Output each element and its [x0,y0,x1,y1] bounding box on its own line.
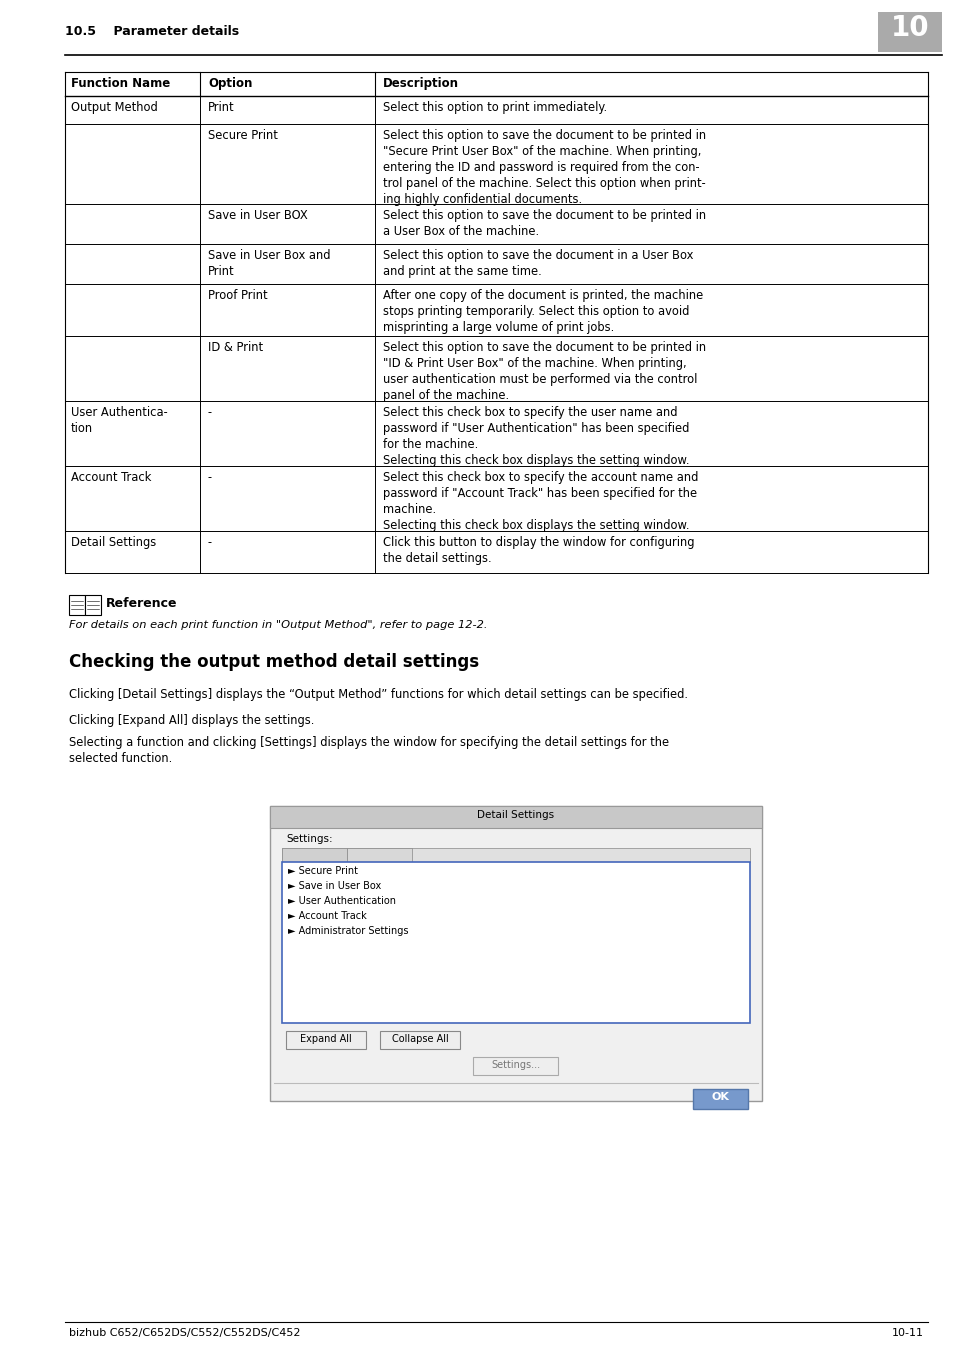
Text: Description: Description [382,77,458,90]
Text: ► User Authentication: ► User Authentication [288,896,395,906]
Text: Print: Print [208,101,234,113]
Bar [286,1031,366,1049]
Text: Clicking [Detail Settings] displays the “Output Method” functions for which deta: Clicking [Detail Settings] displays the … [69,688,687,701]
Text: 10.5    Parameter details: 10.5 Parameter details [65,26,239,38]
Text: 10-11: 10-11 [891,1328,923,1338]
Text: Output Method: Output Method [71,101,157,113]
Text: Collapse All: Collapse All [392,1034,448,1044]
Text: ► Administrator Settings: ► Administrator Settings [288,926,408,936]
Bar [877,12,941,53]
Bar [692,1089,747,1108]
Text: 10: 10 [890,14,928,42]
Text: OK: OK [711,1092,729,1102]
Text: After one copy of the document is printed, the machine
stops printing temporaril: After one copy of the document is printe… [382,289,702,333]
Text: Selecting a function and clicking [Settings] displays the window for specifying : Selecting a function and clicking [Setti… [69,736,668,765]
Text: ID & Print: ID & Print [208,342,263,354]
Text: Clicking [Expand All] displays the settings.: Clicking [Expand All] displays the setti… [69,714,314,728]
Text: Settings...: Settings... [491,1060,540,1071]
Text: Save in User Box and
Print: Save in User Box and Print [208,248,330,278]
Text: For details on each print function in "Output Method", refer to page 12-2.: For details on each print function in "O… [69,620,487,630]
Bar [85,595,101,616]
Text: Reference: Reference [106,597,177,610]
Text: Expand All: Expand All [300,1034,352,1044]
Text: Detail Settings: Detail Settings [476,810,554,819]
Text: Select this check box to specify the account name and
password if "Account Track: Select this check box to specify the acc… [382,471,698,532]
Text: Function Name: Function Name [71,77,170,90]
Text: Select this option to save the document to be printed in
a User Box of the machi: Select this option to save the document … [382,209,705,238]
Text: bizhub C652/C652DS/C552/C552DS/C452: bizhub C652/C652DS/C552/C552DS/C452 [69,1328,300,1338]
Text: ► Save in User Box: ► Save in User Box [288,882,381,891]
Text: Proof Print: Proof Print [208,289,268,302]
Text: -: - [208,536,212,549]
Text: ► Secure Print: ► Secure Print [288,865,357,876]
Text: User Authentica-
tion: User Authentica- tion [71,406,168,435]
Bar [282,863,749,1023]
Text: Secure Print: Secure Print [208,130,277,142]
Bar [282,848,749,863]
Text: Select this check box to specify the user name and
password if "User Authenticat: Select this check box to specify the use… [382,406,689,467]
Text: Detail Settings: Detail Settings [71,536,156,549]
Text: Select this option to print immediately.: Select this option to print immediately. [382,101,606,113]
Bar [270,806,761,1102]
Text: Checking the output method detail settings: Checking the output method detail settin… [69,653,478,671]
Text: -: - [208,471,212,485]
Text: Save in User BOX: Save in User BOX [208,209,308,221]
Text: Account Track: Account Track [71,471,152,485]
Text: Select this option to save the document to be printed in
"ID & Print User Box" o: Select this option to save the document … [382,342,705,402]
Bar [379,1031,459,1049]
Text: Settings:: Settings: [286,834,333,844]
Text: Option: Option [208,77,253,90]
Bar [270,806,761,828]
Bar [282,848,347,863]
Text: -: - [208,406,212,418]
Text: Select this option to save the document to be printed in
"Secure Print User Box": Select this option to save the document … [382,130,705,207]
Text: Select this option to save the document in a User Box
and print at the same time: Select this option to save the document … [382,248,693,278]
Bar [473,1057,558,1075]
Text: Click this button to display the window for configuring
the detail settings.: Click this button to display the window … [382,536,694,566]
Bar [69,595,85,616]
Text: ► Account Track: ► Account Track [288,911,366,921]
Bar [347,848,412,863]
